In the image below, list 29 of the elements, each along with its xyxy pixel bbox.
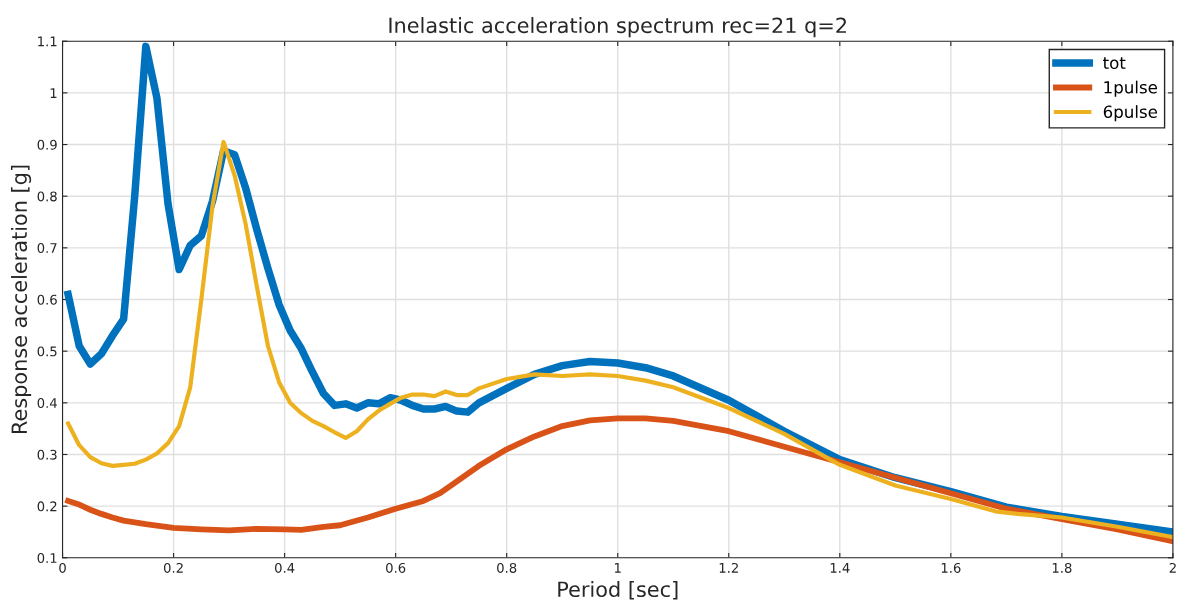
x-tick-label: 0.6 bbox=[386, 562, 406, 573]
x-tick-label: 0.4 bbox=[274, 562, 295, 573]
y-tick-label: 0.2 bbox=[37, 501, 57, 512]
line-series bbox=[66, 139, 1173, 540]
y-tick-label: 0.9 bbox=[37, 139, 57, 150]
x-tick-label: 1.6 bbox=[941, 562, 961, 573]
x-tick-label: 0 bbox=[59, 562, 66, 573]
y-tick-label: 0.1 bbox=[37, 553, 57, 564]
y-tick-label: 0.4 bbox=[37, 398, 57, 409]
legend-label: tot bbox=[1103, 57, 1126, 70]
y-tick-label: 0.7 bbox=[37, 243, 57, 254]
y-axis-title: Response acceleration [g] bbox=[10, 165, 32, 434]
legend-label: 1pulse bbox=[1104, 80, 1158, 97]
legend-label: 6pulse bbox=[1103, 105, 1158, 122]
x-tick-label: 1 bbox=[614, 563, 621, 573]
x-tick-label: 1.2 bbox=[719, 562, 738, 573]
x-tick-label: 0.2 bbox=[163, 562, 183, 573]
y-tick-label: 0.8 bbox=[37, 191, 57, 202]
y-tick-label: 1.1 bbox=[38, 36, 57, 47]
x-tick-label: 2 bbox=[1169, 562, 1176, 573]
y-tick-label: 1 bbox=[50, 88, 57, 98]
x-tick-label: 0.8 bbox=[497, 562, 517, 573]
y-tick-label: 0.5 bbox=[37, 346, 57, 357]
x-axis-title: Period [sec] bbox=[558, 580, 678, 600]
x-tick-label: 1.4 bbox=[830, 563, 850, 573]
y-tick-label: 0.6 bbox=[37, 294, 57, 305]
y-tick-label: 0.3 bbox=[37, 449, 57, 460]
chart-title: Inelastic acceleration spectrum rec=21 q=2 bbox=[389, 17, 846, 38]
x-tick-label: 1.8 bbox=[1052, 562, 1072, 573]
